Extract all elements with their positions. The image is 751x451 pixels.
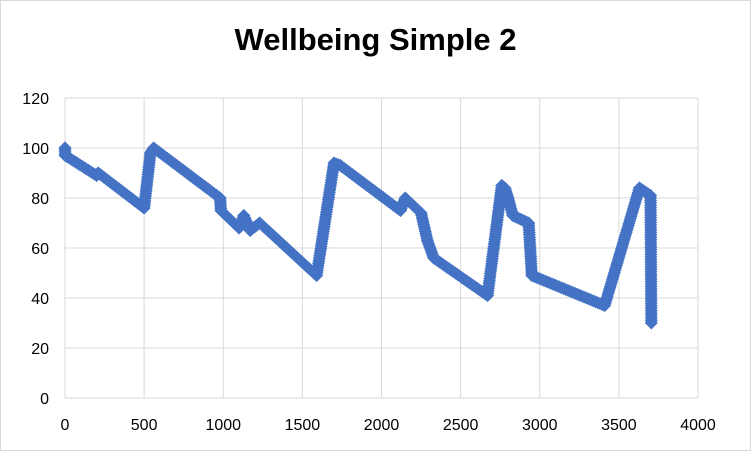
data-point xyxy=(243,224,257,237)
data-point xyxy=(58,149,72,162)
grid-lines xyxy=(64,97,699,399)
y-tick-label: 40 xyxy=(31,291,49,308)
tick-labels: 0 20 40 60 80 100 120 0 500 1000 1500 2000 2500 3000 3… xyxy=(22,91,716,434)
data-series xyxy=(58,141,658,330)
data-point xyxy=(213,191,227,205)
data-point xyxy=(506,209,520,222)
data-point xyxy=(58,141,72,155)
y-tick-label: 0 xyxy=(40,391,49,408)
data-point xyxy=(414,206,428,220)
chart-title: Wellbeing Simple 2 xyxy=(234,22,517,57)
data-point xyxy=(427,251,441,265)
data-point xyxy=(398,191,412,205)
data-point xyxy=(501,191,515,205)
x-tick-label: 500 xyxy=(131,417,158,434)
x-tick-label: 2500 xyxy=(443,417,479,434)
data-point xyxy=(420,234,434,247)
data-point xyxy=(525,269,539,282)
data-point xyxy=(632,181,646,195)
data-point xyxy=(598,299,612,312)
data-point xyxy=(232,221,246,235)
data-point xyxy=(91,166,105,180)
data-point xyxy=(253,216,267,230)
y-tick-label: 60 xyxy=(31,241,49,258)
y-tick-label: 120 xyxy=(22,91,49,108)
data-point xyxy=(237,209,251,222)
data-point xyxy=(147,141,161,155)
data-point xyxy=(644,316,658,330)
data-point xyxy=(644,189,658,202)
x-tick-label: 0 xyxy=(61,417,70,434)
data-point xyxy=(137,201,151,215)
x-tick-label: 1500 xyxy=(285,417,321,434)
x-tick-label: 2000 xyxy=(364,417,400,434)
data-point xyxy=(498,181,512,195)
data-point xyxy=(214,204,228,217)
x-tick-label: 3000 xyxy=(522,417,558,434)
y-tick-label: 20 xyxy=(31,341,49,358)
data-point xyxy=(333,159,347,172)
x-tick-label: 1000 xyxy=(205,417,241,434)
x-tick-label: 4000 xyxy=(680,417,716,434)
y-tick-label: 80 xyxy=(31,191,49,208)
x-tick-label: 3500 xyxy=(601,417,637,434)
data-point xyxy=(310,269,324,282)
data-point xyxy=(393,204,407,217)
data-point xyxy=(522,216,536,230)
data-point xyxy=(481,289,495,302)
y-tick-label: 100 xyxy=(22,141,49,158)
